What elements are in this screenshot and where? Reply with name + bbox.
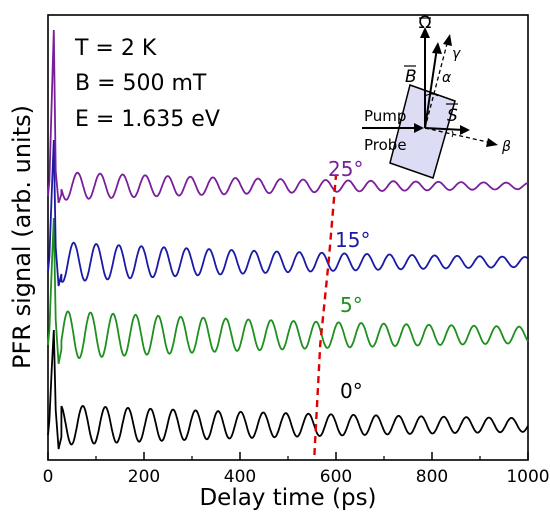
series-line-0 xyxy=(47,329,529,450)
pump-label: Pump xyxy=(364,107,406,125)
annotation-field: B = 500 mT xyxy=(75,71,207,96)
omega-arrowhead xyxy=(420,27,430,38)
spin-arrow xyxy=(424,127,465,131)
x-tick-label-3: 600 xyxy=(320,467,352,487)
series-labels-group: 0° 5° 15° 25° xyxy=(328,157,370,403)
gamma-dashed-arrow xyxy=(424,39,449,129)
series-line-1 xyxy=(47,217,529,364)
x-tick-label-5: 1000 xyxy=(506,467,549,487)
sample-plate xyxy=(389,84,456,179)
alpha-arc xyxy=(424,93,439,97)
x-ticks-group: 0 200 400 600 800 1000 xyxy=(43,452,550,487)
x-tick-label-0: 0 xyxy=(43,467,54,487)
series-label-2: 15° xyxy=(335,228,370,252)
phase-marker-line xyxy=(313,174,338,456)
beta-dashed-arrow xyxy=(424,127,493,144)
geometry-inset: Ω γ B α Pump Probe S xyxy=(362,13,511,179)
phase-marker-group xyxy=(313,174,338,456)
x-axis-label: Delay time (ps) xyxy=(199,485,376,511)
beta-arrowhead xyxy=(486,138,498,147)
alpha-label: α xyxy=(442,70,452,86)
omega-label: Ω xyxy=(419,13,432,33)
annotation-temperature: T = 2 K xyxy=(74,36,157,61)
probe-label: Probe xyxy=(364,136,407,154)
series-label-3: 25° xyxy=(328,157,363,181)
series-label-0: 0° xyxy=(340,379,363,403)
b-field-arrow xyxy=(424,47,438,129)
series-line-3 xyxy=(47,29,529,204)
b-field-label: B xyxy=(405,67,417,87)
gamma-label: γ xyxy=(452,46,461,62)
spin-arrowhead xyxy=(460,125,470,135)
series-line-2 xyxy=(47,139,529,287)
b-field-arrowhead xyxy=(432,42,442,54)
beta-arc xyxy=(451,130,454,138)
y-axis-label: PFR signal (arb. units) xyxy=(8,105,36,369)
curves-group xyxy=(47,29,529,450)
x-tick-label-4: 800 xyxy=(416,467,448,487)
x-tick-label-1: 200 xyxy=(128,467,160,487)
x-tick-label-2: 400 xyxy=(224,467,256,487)
series-label-1: 5° xyxy=(340,293,363,317)
beta-label: β xyxy=(501,139,511,155)
annotation-energy: E = 1.635 eV xyxy=(75,107,220,132)
pump-arrowhead xyxy=(414,123,424,133)
spin-label: S xyxy=(447,106,458,126)
gamma-arrowhead xyxy=(443,34,452,46)
